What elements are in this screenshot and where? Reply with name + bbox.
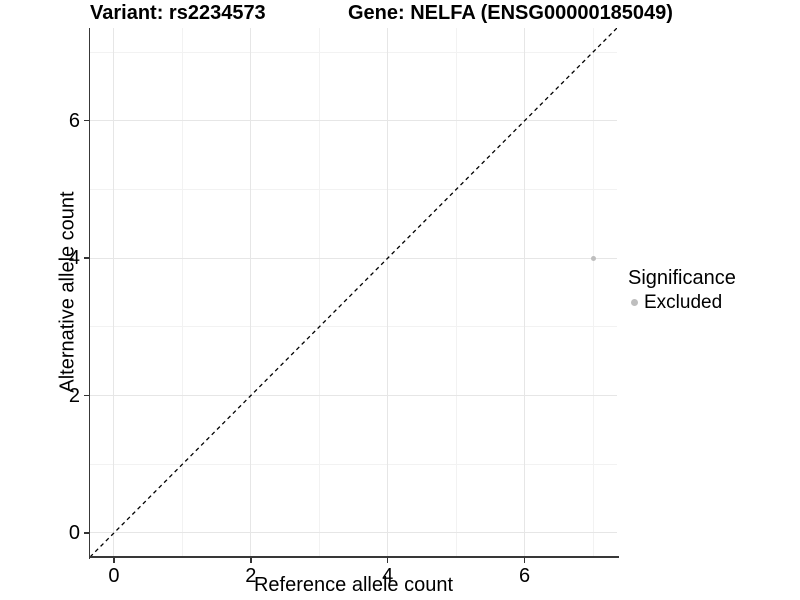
x-axis-line [88, 556, 619, 558]
data-point [590, 255, 596, 261]
gridline-minor-x [455, 28, 457, 557]
y-tick-mark [83, 119, 89, 122]
gridline-minor-y [90, 326, 617, 328]
gene-title: Gene: NELFA (ENSG00000185049) [348, 2, 673, 24]
y-tick-mark [83, 394, 89, 397]
identity-line [90, 28, 617, 557]
gridline-minor-x [181, 28, 183, 557]
gridline-major-y [90, 532, 617, 534]
legend: Significance Excluded [628, 266, 736, 314]
y-tick-label: 6 [68, 109, 80, 132]
legend-items: Excluded [628, 291, 736, 314]
y-tick-mark [83, 532, 89, 534]
y-tick-label: 0 [68, 521, 80, 544]
legend-title: Significance [628, 267, 736, 289]
x-tick-mark [523, 558, 526, 563]
y-tick-mark [83, 257, 89, 259]
legend-item-label: Excluded [644, 292, 723, 313]
legend-point-icon [631, 299, 638, 306]
x-tick-mark [250, 558, 252, 563]
gridline-major-x [113, 28, 115, 557]
gridline-major-x [250, 28, 252, 557]
gridline-minor-x [318, 28, 320, 557]
y-axis-title: Alternative allele count [56, 191, 79, 393]
gridline-major-y [90, 120, 617, 122]
y-axis-line [88, 28, 90, 559]
gridline-minor-y [90, 51, 617, 53]
y-tick-label: 2 [68, 384, 80, 407]
gridline-major-y [90, 257, 617, 259]
x-tick-mark [386, 558, 389, 563]
x-tick-label: 2 [245, 565, 257, 587]
x-tick-mark [113, 558, 115, 563]
variant-title: Variant: rs2234573 [90, 2, 266, 24]
x-axis-title: Reference allele count [253, 574, 453, 596]
plot-panel [90, 28, 617, 557]
x-tick-label: 0 [108, 565, 120, 587]
gridline-major-y [90, 395, 617, 397]
gridline-major-x [387, 28, 389, 557]
gridline-major-x [524, 28, 526, 557]
gridline-minor-x [592, 28, 594, 557]
gridline-minor-y [90, 463, 617, 465]
legend-item: Excluded [628, 291, 736, 314]
x-tick-label: 4 [382, 565, 394, 587]
gridline-minor-y [90, 188, 617, 190]
y-tick-label: 4 [68, 247, 80, 270]
x-tick-label: 6 [519, 565, 531, 587]
